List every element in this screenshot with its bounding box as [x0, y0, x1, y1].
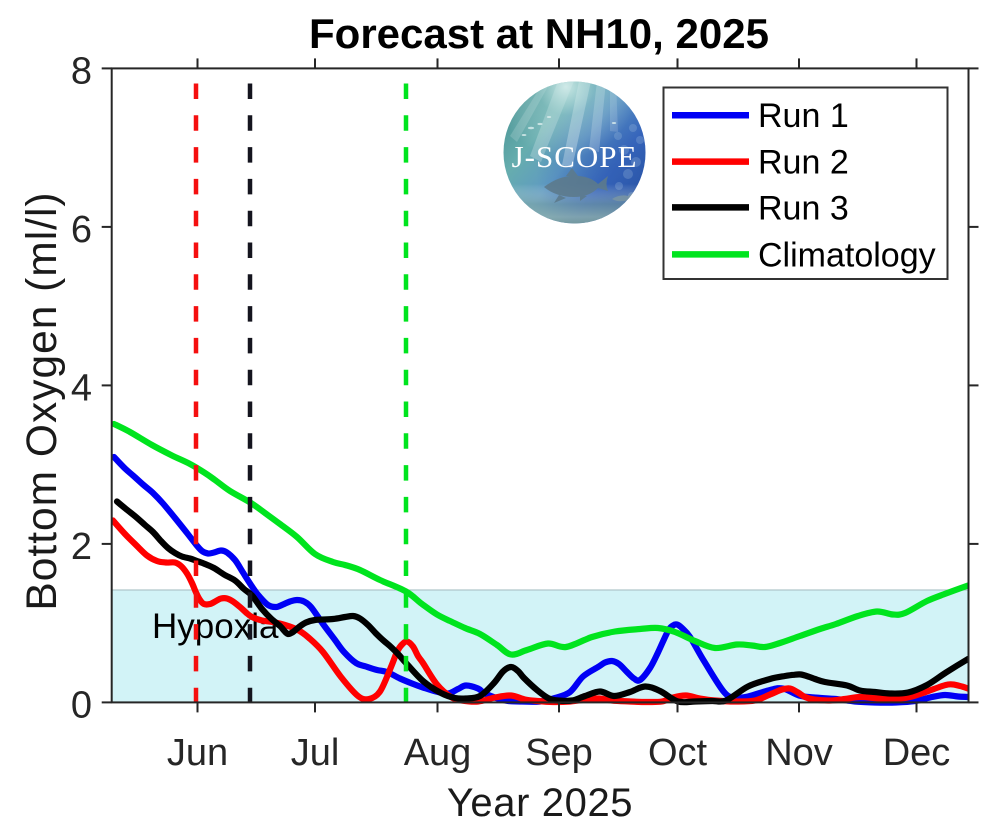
svg-text:Oct: Oct — [648, 732, 708, 774]
svg-text:J-SCOPE: J-SCOPE — [512, 139, 638, 174]
svg-text:Run 3: Run 3 — [758, 190, 849, 228]
svg-text:8: 8 — [71, 50, 92, 92]
svg-text:Climatology: Climatology — [758, 237, 936, 275]
svg-text:4: 4 — [71, 367, 92, 409]
svg-text:Run 2: Run 2 — [758, 144, 849, 182]
svg-text:Dec: Dec — [883, 732, 951, 774]
svg-text:Jul: Jul — [291, 732, 340, 774]
svg-text:Sep: Sep — [525, 732, 593, 774]
svg-text:2: 2 — [71, 526, 92, 568]
svg-text:Hypoxia: Hypoxia — [152, 607, 279, 646]
svg-text:Year 2025: Year 2025 — [447, 781, 633, 825]
svg-text:Jun: Jun — [167, 732, 228, 774]
svg-text:Run 1: Run 1 — [758, 97, 849, 135]
svg-text:0: 0 — [71, 684, 92, 726]
svg-text:Aug: Aug — [404, 732, 472, 774]
svg-text:Bottom Oxygen (ml/l): Bottom Oxygen (ml/l) — [19, 191, 66, 610]
svg-text:6: 6 — [71, 209, 92, 251]
svg-text:Nov: Nov — [765, 732, 833, 774]
svg-text:Forecast at NH10, 2025: Forecast at NH10, 2025 — [309, 10, 769, 57]
